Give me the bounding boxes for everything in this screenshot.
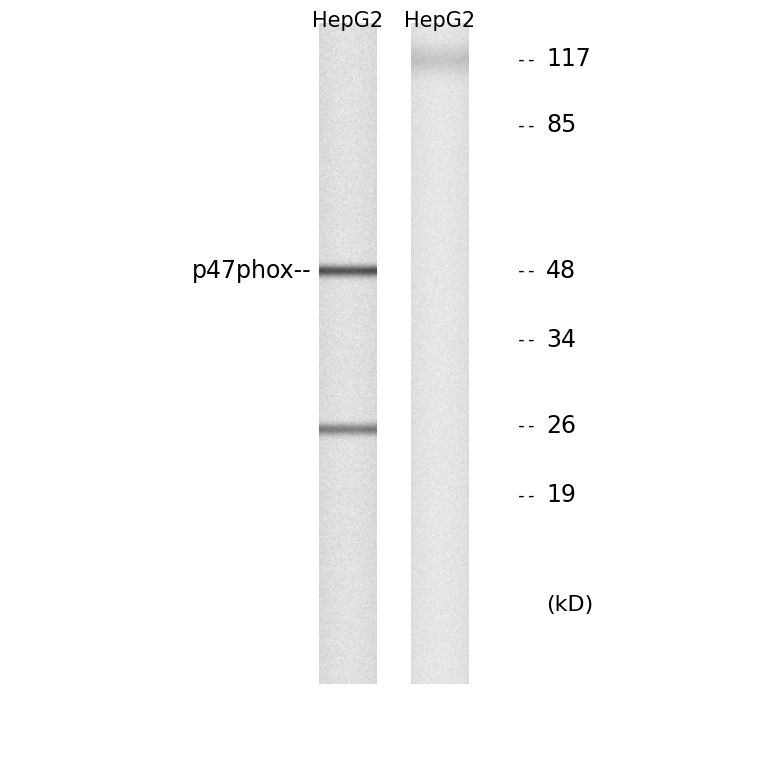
Text: --: -- [516, 262, 537, 280]
Text: 19: 19 [546, 484, 576, 507]
Text: 117: 117 [546, 47, 591, 71]
Text: --: -- [516, 331, 537, 349]
Text: HepG2: HepG2 [312, 11, 384, 31]
Text: --: -- [516, 116, 537, 134]
Text: 85: 85 [546, 113, 577, 138]
Text: 26: 26 [546, 414, 576, 438]
Text: 34: 34 [546, 328, 576, 352]
Text: --: -- [516, 50, 537, 68]
Text: HepG2: HepG2 [403, 11, 475, 31]
Text: --: -- [516, 487, 537, 504]
Text: 48: 48 [546, 259, 576, 283]
Text: p47phox--: p47phox-- [192, 259, 312, 283]
Text: (kD): (kD) [546, 595, 594, 615]
Text: --: -- [516, 417, 537, 435]
